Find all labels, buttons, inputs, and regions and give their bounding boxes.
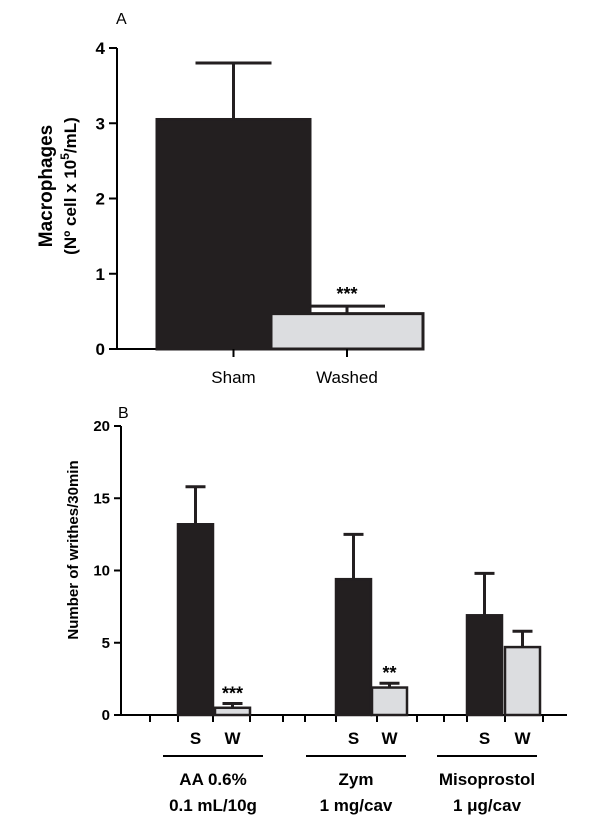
panel-a-ylabel-end: /mL): [61, 117, 80, 153]
panel-b-bar-label: W: [381, 729, 398, 748]
panel-b-y-tick-label: 10: [93, 563, 110, 580]
panel-b-bar-label: S: [479, 729, 490, 748]
panel-b-y-tick-label: 15: [93, 490, 110, 507]
panel-a-plot: 0 1 2 3 4 Sham Washed ***: [96, 39, 425, 387]
panel-a-category-label: Sham: [211, 368, 255, 387]
panel-a-y-tick-label: 3: [96, 114, 105, 133]
panel-b-bar: [503, 645, 542, 717]
svg-text:Macrophages: Macrophages: [36, 125, 57, 247]
panel-b-bar: [334, 577, 373, 717]
panel-a-y-tick-label: 0: [96, 340, 105, 359]
panel-b-y-tick-label: 20: [93, 418, 110, 435]
panel-b-ylabel-text: Number of writhes/30min: [65, 460, 82, 639]
panel-b-group-label-line1: Zym: [339, 770, 374, 789]
panel-b-label: B: [118, 405, 129, 422]
panel-b-group-label-line2: 1 μg/cav: [453, 796, 522, 815]
panel-b-significance: **: [382, 663, 396, 683]
svg-text:(Nº cell x 105/mL): (Nº cell x 105/mL): [58, 117, 80, 255]
panel-a-label: A: [116, 11, 127, 28]
panel-b-bar: [176, 523, 215, 717]
panel-b-bar: [465, 614, 504, 717]
panel-b-group-label-line1: Misoprostol: [439, 770, 535, 789]
panel-a-ylabel-line1: Macrophages: [36, 125, 57, 247]
panel-b-plot: 0 5 10 15 20 S W *** AA 0.6% 0.1 mL/10g S W ** Zym 1 m…: [93, 418, 567, 815]
panel-b-bar-label: S: [190, 729, 201, 748]
panel-a-bar: [269, 312, 425, 351]
panel-b-y-tick-label: 0: [102, 707, 110, 724]
panel-b-group-label-line2: 0.1 mL/10g: [169, 796, 257, 815]
panel-b-bar: [213, 706, 252, 717]
panel-b-bar-label: S: [348, 729, 359, 748]
panel-b-group-label-line1: AA 0.6%: [179, 770, 246, 789]
panel-a-category-label: Washed: [316, 368, 378, 387]
panel-a-ylabel-sup: 5: [58, 153, 72, 160]
panel-a-ylabel-line2: (Nº cell x 10: [61, 160, 80, 255]
panel-a-y-tick-label: 1: [96, 265, 105, 284]
panel-b-bar-label: W: [514, 729, 531, 748]
panel-b-y-tick-label: 5: [102, 635, 110, 652]
panel-b-ylabel: Number of writhes/30min: [65, 460, 82, 639]
panel-a-y-tick-label: 2: [96, 190, 105, 209]
panel-b-significance: ***: [222, 683, 243, 703]
panel-b-bar-label: W: [224, 729, 241, 748]
panel-b-bar: [370, 686, 409, 717]
panel-b-group-label-line2: 1 mg/cav: [320, 796, 393, 815]
panel-a-ylabel: Macrophages (Nº cell x 105/mL): [36, 117, 80, 255]
panel-a-y-tick-label: 4: [96, 39, 106, 58]
panel-a-significance: ***: [336, 284, 357, 304]
